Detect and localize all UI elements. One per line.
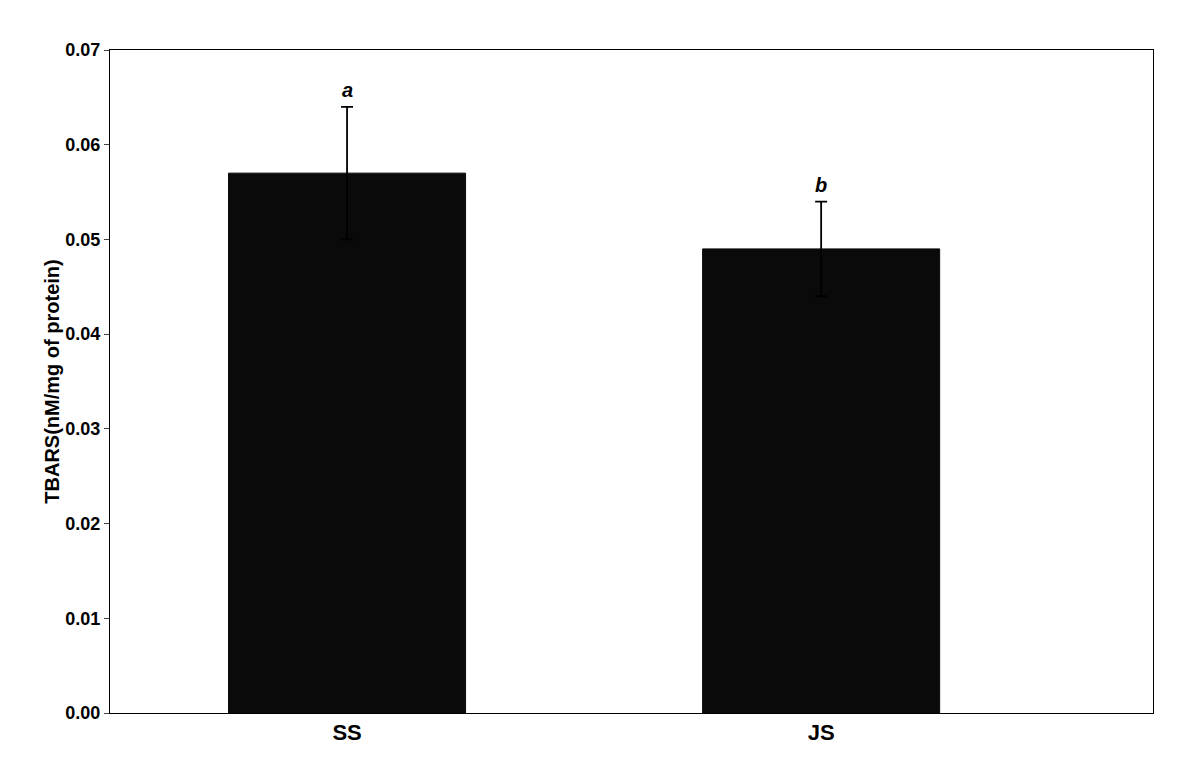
svg-text:0.01: 0.01 bbox=[65, 609, 100, 629]
svg-text:0.04: 0.04 bbox=[65, 324, 100, 344]
svg-text:0.07: 0.07 bbox=[65, 40, 100, 60]
svg-text:0.06: 0.06 bbox=[65, 135, 100, 155]
svg-text:0.03: 0.03 bbox=[65, 419, 100, 439]
svg-text:b: b bbox=[815, 174, 827, 196]
svg-text:JS: JS bbox=[808, 720, 835, 745]
svg-text:0.00: 0.00 bbox=[65, 703, 100, 723]
svg-text:0.05: 0.05 bbox=[65, 230, 100, 250]
svg-text:TBARS(nM/mg of protein): TBARS(nM/mg of protein) bbox=[41, 259, 63, 503]
svg-text:a: a bbox=[342, 79, 353, 101]
svg-text:SS: SS bbox=[332, 720, 361, 745]
svg-text:0.02: 0.02 bbox=[65, 514, 100, 534]
